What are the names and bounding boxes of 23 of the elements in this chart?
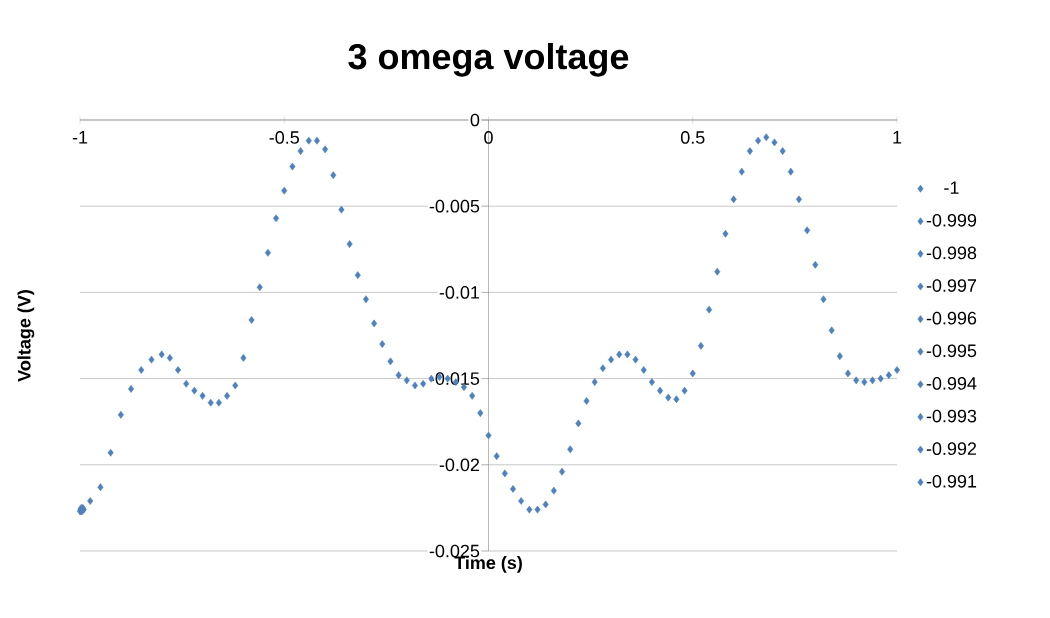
legend-label: -1 — [944, 181, 959, 194]
x-tick-label: 0 — [484, 131, 493, 144]
y-tick-label: -0.005 — [429, 199, 480, 213]
y-axis-title: Voltage (V) — [17, 290, 35, 382]
x-tick-label: 1 — [893, 131, 902, 144]
y-tick-label: -0.025 — [429, 544, 480, 558]
x-tick-label: -1 — [72, 131, 88, 144]
x-tick-label: -0.5 — [269, 131, 299, 144]
legend-label: -0.993 — [926, 409, 977, 423]
legend-label: -0.992 — [926, 442, 977, 456]
y-tick-label: -0.02 — [439, 458, 480, 472]
legend-label: -0.998 — [926, 246, 977, 260]
y-tick-label: 0 — [470, 113, 480, 127]
legend-label: -0.995 — [926, 344, 977, 358]
legend-label: -0.999 — [926, 213, 977, 227]
chart-title: 3 omega voltage — [348, 42, 629, 77]
y-tick-label: -0.01 — [439, 286, 480, 299]
legend-label: -0.996 — [926, 311, 977, 325]
x-tick-label: 0.5 — [680, 131, 705, 144]
legend-label: -0.997 — [926, 279, 977, 292]
legend-label: -0.991 — [926, 474, 977, 488]
x-axis-title: Time (s) — [454, 555, 522, 573]
legend-label: -0.994 — [926, 377, 977, 390]
